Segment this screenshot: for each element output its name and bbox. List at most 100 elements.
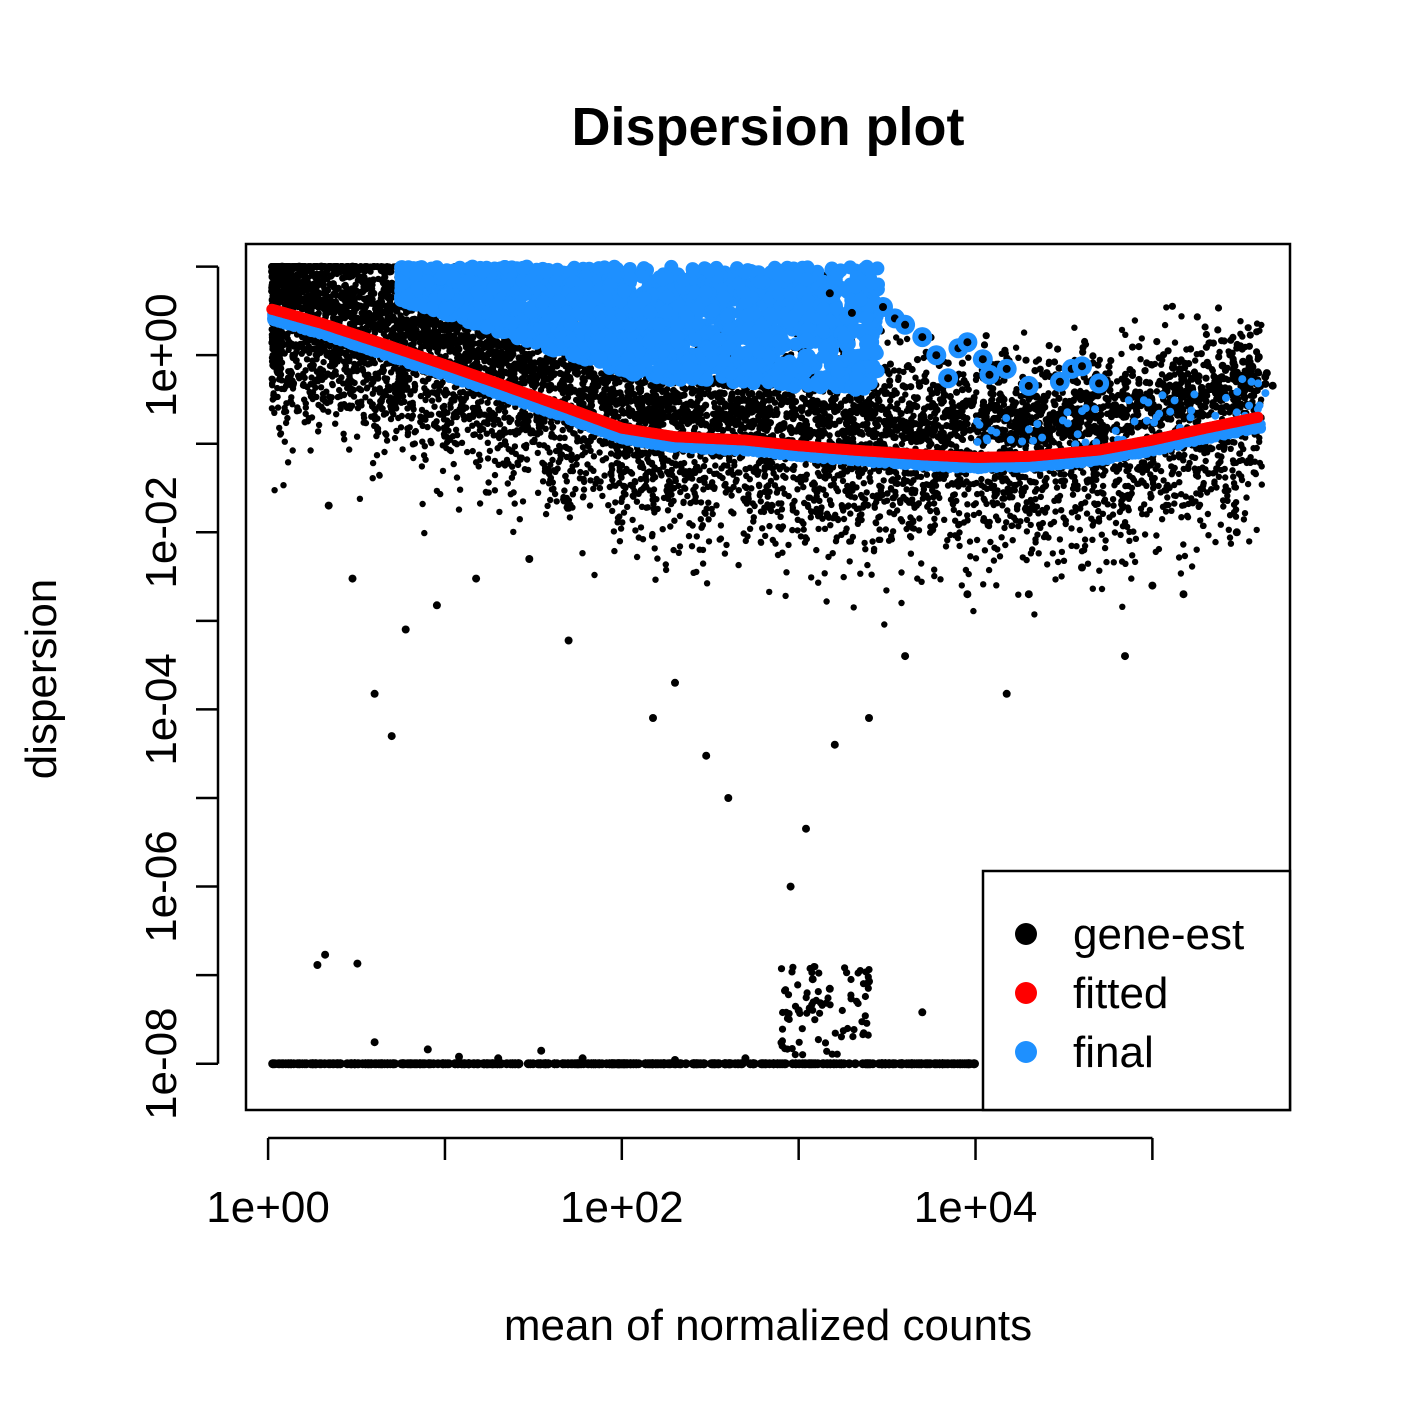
gene-est-point	[721, 482, 728, 489]
gene-est-point	[735, 561, 742, 569]
gene-est-point	[1141, 531, 1149, 538]
gene-est-point	[404, 384, 411, 391]
gene-est-point	[879, 491, 886, 498]
gene-est-point	[485, 479, 492, 486]
gene-est-point	[821, 570, 828, 577]
gene-est-point	[1049, 550, 1057, 557]
gene-est-point	[425, 375, 432, 382]
gene-est-point	[539, 459, 546, 466]
gene-est-point	[627, 481, 634, 489]
gene-est-point	[609, 476, 616, 484]
gene-est-point	[1246, 538, 1253, 545]
gene-est-point	[1027, 521, 1034, 529]
gene-est-point	[825, 553, 832, 561]
gene-est-point	[680, 499, 687, 507]
gene-est-point	[697, 516, 704, 523]
gene-est-point	[1098, 585, 1106, 593]
gene-est-point	[372, 370, 379, 377]
gene-est-point	[764, 493, 771, 500]
gene-est-point	[665, 477, 673, 485]
gene-est-point	[949, 501, 957, 508]
gene-est-point	[590, 485, 597, 492]
gene-est-point	[743, 484, 750, 492]
gene-est-point	[1184, 512, 1191, 519]
gene-est-point	[845, 435, 852, 443]
gene-est-point	[898, 599, 905, 607]
gene-est-point	[560, 496, 567, 503]
gene-est-point	[1118, 350, 1125, 358]
gene-est-point	[829, 550, 836, 557]
gene-est-point	[544, 444, 551, 451]
gene-est-point	[1004, 488, 1011, 495]
gene-est-point	[599, 440, 606, 448]
gene-est-point	[1150, 485, 1157, 492]
gene-est-point	[1055, 440, 1063, 448]
gene-est-point	[894, 480, 901, 487]
gene-est-point	[757, 538, 764, 546]
gene-est-point	[1220, 446, 1228, 453]
gene-est-point	[923, 471, 931, 478]
gene-est-point	[761, 473, 768, 480]
gene-est-point	[915, 500, 922, 507]
gene-est-point	[484, 455, 492, 462]
gene-est-point	[808, 481, 816, 488]
gene-est-point	[1058, 573, 1065, 580]
gene-est-point	[569, 467, 577, 475]
gene-est-point	[486, 447, 494, 455]
gene-est-point	[931, 572, 938, 580]
gene-est-point	[537, 429, 544, 436]
gene-est-point	[1082, 499, 1089, 506]
gene-est-point	[847, 510, 854, 517]
gene-est-point	[751, 502, 758, 510]
gene-est-point	[941, 516, 948, 523]
gene-est-point	[837, 470, 845, 477]
gene-est-point	[577, 468, 584, 476]
gene-est-point	[374, 415, 381, 422]
gene-est-point	[1103, 558, 1110, 566]
gene-est-point	[491, 487, 499, 494]
gene-est-point	[510, 528, 517, 536]
gene-est-point	[686, 520, 693, 527]
gene-est-point	[1023, 516, 1031, 524]
gene-est-point	[794, 486, 801, 493]
gene-est-point	[712, 462, 719, 469]
gene-est-point	[271, 487, 278, 494]
gene-est-point	[861, 465, 868, 473]
gene-est-point	[362, 419, 370, 427]
gene-est-point	[616, 513, 623, 520]
gene-est-point	[839, 477, 847, 485]
gene-est-point	[1227, 540, 1235, 547]
gene-est-point	[1239, 456, 1246, 464]
gene-est-point	[1029, 546, 1036, 553]
gene-est-point	[766, 588, 773, 596]
gene-est-point	[1034, 531, 1041, 538]
gene-est-point	[802, 461, 809, 468]
gene-est-point	[1001, 524, 1008, 532]
gene-est-point	[609, 507, 616, 515]
gene-est-point	[592, 480, 599, 487]
gene-est-point	[1141, 501, 1148, 508]
gene-est-point	[864, 501, 871, 509]
gene-est-point	[328, 350, 335, 357]
gene-est-point	[769, 502, 776, 509]
gene-est-point	[1022, 507, 1030, 514]
gene-est-point	[456, 405, 463, 413]
gene-est-point	[1157, 467, 1165, 475]
gene-est-point	[975, 509, 983, 517]
gene-est-point	[614, 453, 622, 460]
gene-est-point	[1033, 485, 1041, 493]
gene-est-point	[483, 430, 490, 437]
gene-est-point	[823, 466, 830, 473]
gene-est-point	[699, 522, 706, 529]
gene-est-point	[501, 426, 508, 433]
gene-est-point	[1009, 537, 1016, 544]
gene-est-point	[284, 459, 292, 466]
gene-est-point	[635, 534, 642, 541]
gene-est-point	[637, 463, 644, 471]
gene-est-point	[452, 426, 460, 433]
gene-est-point	[1123, 467, 1130, 475]
gene-est-point	[797, 533, 805, 540]
gene-est-point	[309, 357, 316, 364]
gene-est-point	[353, 433, 361, 440]
gene-est-point	[672, 462, 680, 469]
